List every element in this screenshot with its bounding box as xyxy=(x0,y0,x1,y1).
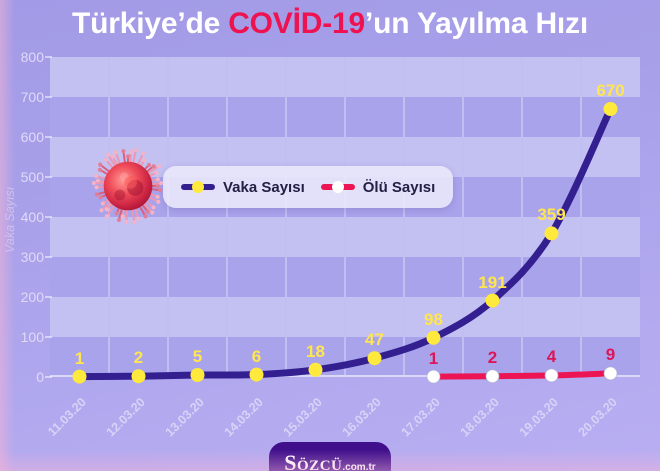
case-value-label: 5 xyxy=(192,347,203,366)
case-point xyxy=(72,369,87,384)
title-suffix: ’un Yayılma Hızı xyxy=(364,7,588,40)
y-tick-mark xyxy=(45,376,52,378)
chart-legend: Vaka Sayısı Ölü Sayısı xyxy=(163,166,454,208)
plot-area xyxy=(50,57,640,377)
vertical-gridline xyxy=(167,57,169,375)
y-tick-label: 0 xyxy=(36,369,44,385)
death-point xyxy=(485,369,500,384)
case-point xyxy=(603,102,618,116)
y-tick-label: 100 xyxy=(20,329,44,345)
y-tick-label: 800 xyxy=(20,49,44,65)
y-tick-mark xyxy=(45,96,52,98)
case-point xyxy=(367,351,382,366)
y-tick-label: 400 xyxy=(20,209,44,225)
case-point xyxy=(190,368,205,382)
death-value-label: 4 xyxy=(546,347,557,367)
case-value-label: 2 xyxy=(133,348,144,368)
vertical-gridline xyxy=(226,57,228,375)
y-tick-mark xyxy=(45,56,52,58)
y-tick-mark xyxy=(45,216,52,218)
y-tick-mark xyxy=(45,296,52,298)
title-highlight: COVİD-19 xyxy=(228,7,365,40)
y-tick-label: 300 xyxy=(20,249,44,265)
page-title: Türkiye’de COVİD-19’un Yayılma Hızı xyxy=(0,7,660,41)
y-tick-label: 700 xyxy=(20,89,44,105)
cases-dot-icon xyxy=(192,181,204,193)
y-tick-mark xyxy=(45,136,52,138)
vertical-gridline xyxy=(108,57,110,375)
y-tick-mark xyxy=(45,176,52,178)
case-point xyxy=(485,293,500,308)
case-value-label: 359 xyxy=(537,205,566,225)
death-point xyxy=(426,369,441,384)
vertical-gridline xyxy=(580,57,582,375)
case-point xyxy=(249,367,264,382)
y-tick-mark xyxy=(45,256,52,258)
vertical-gridline xyxy=(285,57,287,375)
y-tick-mark xyxy=(45,336,52,338)
case-value-label: 670 xyxy=(596,81,625,100)
case-value-label: 47 xyxy=(365,330,384,350)
case-value-label: 6 xyxy=(251,346,262,366)
death-value-label: 2 xyxy=(487,348,498,368)
death-point xyxy=(544,368,559,383)
deaths-dot-icon xyxy=(331,181,344,193)
case-value-label: 98 xyxy=(424,309,443,329)
case-point xyxy=(426,330,441,345)
deaths-line-swatch-icon xyxy=(320,181,355,193)
title-prefix: Türkiye’de xyxy=(72,7,229,40)
vertical-gridline xyxy=(344,57,346,375)
y-tick-label: 500 xyxy=(20,169,44,185)
death-value-label: 9 xyxy=(605,345,616,365)
death-value-label: 1 xyxy=(428,348,439,368)
case-value-label: 18 xyxy=(306,341,325,361)
sozcu-logo[interactable]: Sözcü .com.tr xyxy=(269,442,391,471)
vertical-gridline xyxy=(403,57,405,375)
vertical-gridline xyxy=(521,57,523,375)
legend-item-deaths: Ölü Sayısı xyxy=(320,178,436,196)
vertical-gridline xyxy=(462,57,464,375)
legend-label-deaths: Ölü Sayısı xyxy=(362,178,436,196)
sozcu-logo-text: Sözcü xyxy=(284,450,343,471)
case-value-label: 191 xyxy=(478,272,507,292)
coronavirus-icon xyxy=(91,147,164,225)
deaths-line xyxy=(430,370,614,380)
case-point xyxy=(544,226,559,241)
legend-label-cases: Vaka Sayısı xyxy=(223,178,305,196)
case-point xyxy=(308,362,323,377)
legend-item-cases: Vaka Sayısı xyxy=(181,179,305,196)
case-point xyxy=(131,369,146,384)
sozcu-logo-tld: .com.tr xyxy=(342,461,376,471)
case-value-label: 1 xyxy=(74,348,85,368)
death-point xyxy=(603,366,618,381)
y-tick-label: 600 xyxy=(20,129,44,145)
y-tick-label: 200 xyxy=(20,289,44,305)
cases-line-swatch-icon xyxy=(181,181,215,193)
